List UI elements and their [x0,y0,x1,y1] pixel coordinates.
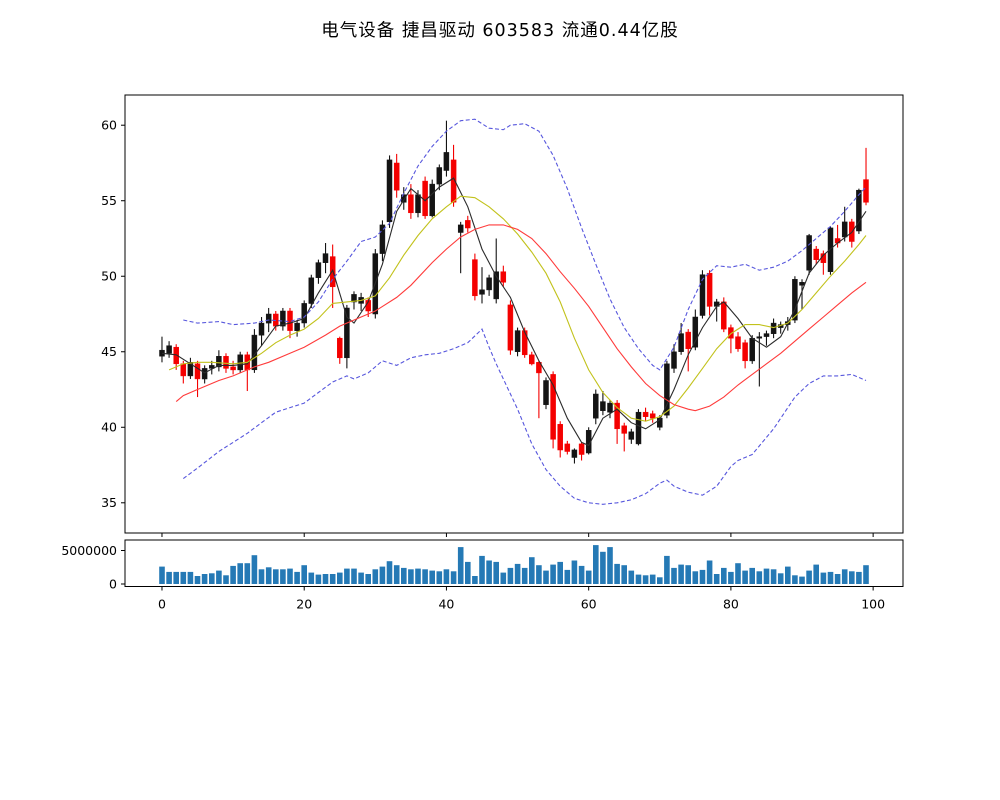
x-tick-label: 80 [723,597,739,612]
ma-mid-line [168,195,867,422]
price-x-ticks [161,533,874,537]
chart-title: 电气设备 捷昌驱动 603583 流通0.44亿股 [321,21,679,41]
boll-upper-line [183,118,867,371]
candles [159,120,869,464]
boll-lower-line [182,328,867,505]
x-axis: 0 20 40 60 80 100 [158,586,885,612]
x-tick-label: 20 [296,597,312,612]
price-y-tick-label: 55 [101,193,117,208]
x-tick-label: 40 [438,597,454,612]
ma-fast-line [161,177,867,447]
volume-panel: 0 5000000 0 20 40 60 80 100 [61,539,904,612]
x-tick-label: 60 [581,597,597,612]
price-panel: 35 40 45 50 55 60 [101,94,904,537]
volume-y-tick-label: 5000000 [61,543,117,558]
x-tick-label: 100 [861,597,885,612]
price-y-tick-label: 35 [101,495,117,510]
price-y-axis: 35 40 45 50 55 60 [101,118,125,510]
price-y-tick-label: 60 [101,118,117,133]
volume-y-tick-label: 0 [109,576,117,591]
ma-slow-line [175,224,867,412]
x-tick-label: 0 [158,597,166,612]
volume-y-axis: 0 5000000 [61,543,125,591]
volume-bars [159,545,869,585]
price-y-tick-label: 45 [101,344,117,359]
price-y-tick-label: 40 [101,420,117,435]
price-y-tick-label: 50 [101,269,117,284]
